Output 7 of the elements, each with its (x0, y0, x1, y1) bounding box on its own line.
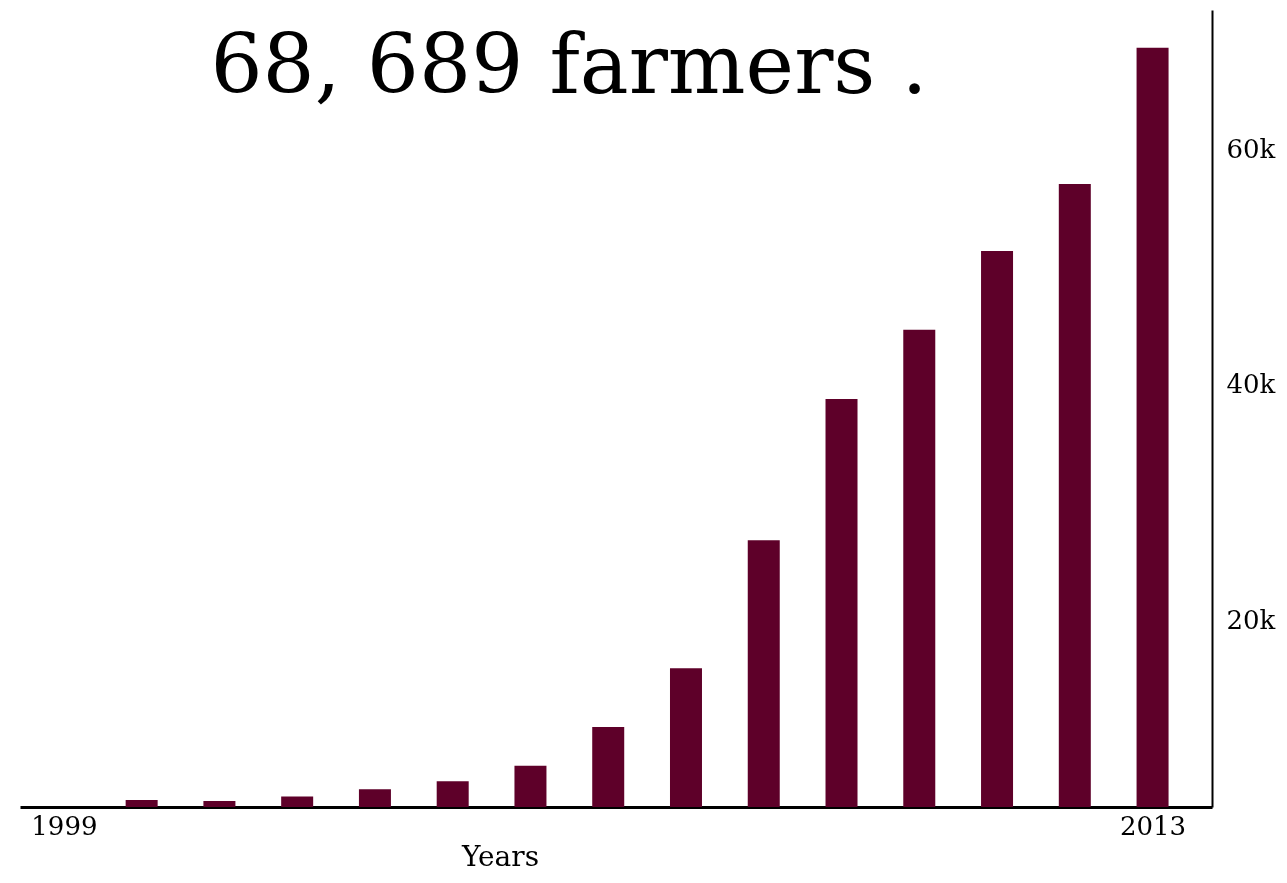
x-tick-label: 1999 (31, 810, 98, 841)
annotation: 68, 689 farmers . (210, 16, 928, 112)
y-tick-label: 40k (1226, 369, 1276, 400)
x-axis-title: Years (460, 839, 540, 873)
x-tick-label: 2013 (1119, 810, 1187, 841)
y-tick-label: 60k (1226, 134, 1276, 165)
y-tick-label: 20k (1226, 604, 1276, 635)
